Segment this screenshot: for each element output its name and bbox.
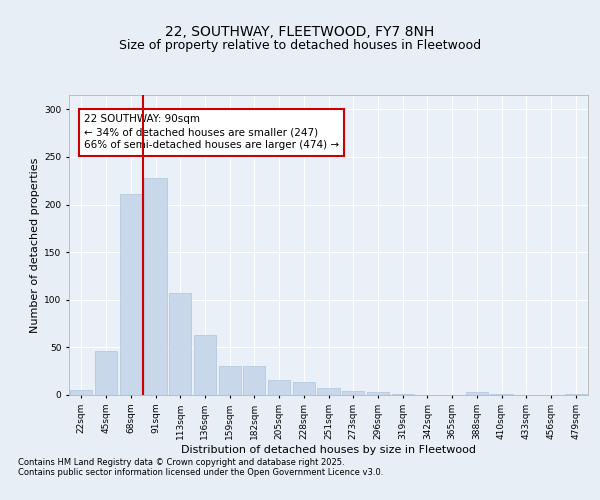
Bar	[466, 392, 488, 395]
Bar	[194, 335, 216, 395]
Y-axis label: Number of detached properties: Number of detached properties	[30, 158, 40, 332]
Bar	[268, 380, 290, 395]
Bar	[218, 366, 241, 395]
Bar	[392, 394, 414, 395]
Text: Contains public sector information licensed under the Open Government Licence v3: Contains public sector information licen…	[18, 468, 383, 477]
Bar	[565, 394, 587, 395]
Bar	[169, 293, 191, 395]
Text: Size of property relative to detached houses in Fleetwood: Size of property relative to detached ho…	[119, 40, 481, 52]
Bar	[317, 388, 340, 395]
Text: 22 SOUTHWAY: 90sqm
← 34% of detached houses are smaller (247)
66% of semi-detach: 22 SOUTHWAY: 90sqm ← 34% of detached hou…	[84, 114, 339, 150]
Bar	[95, 351, 117, 395]
Bar	[342, 391, 364, 395]
Text: Contains HM Land Registry data © Crown copyright and database right 2025.: Contains HM Land Registry data © Crown c…	[18, 458, 344, 467]
Bar	[490, 394, 512, 395]
Bar	[70, 390, 92, 395]
Bar	[293, 382, 315, 395]
Bar	[119, 194, 142, 395]
X-axis label: Distribution of detached houses by size in Fleetwood: Distribution of detached houses by size …	[181, 444, 476, 454]
Text: 22, SOUTHWAY, FLEETWOOD, FY7 8NH: 22, SOUTHWAY, FLEETWOOD, FY7 8NH	[166, 26, 434, 40]
Bar	[367, 392, 389, 395]
Bar	[243, 366, 265, 395]
Bar	[145, 178, 167, 395]
